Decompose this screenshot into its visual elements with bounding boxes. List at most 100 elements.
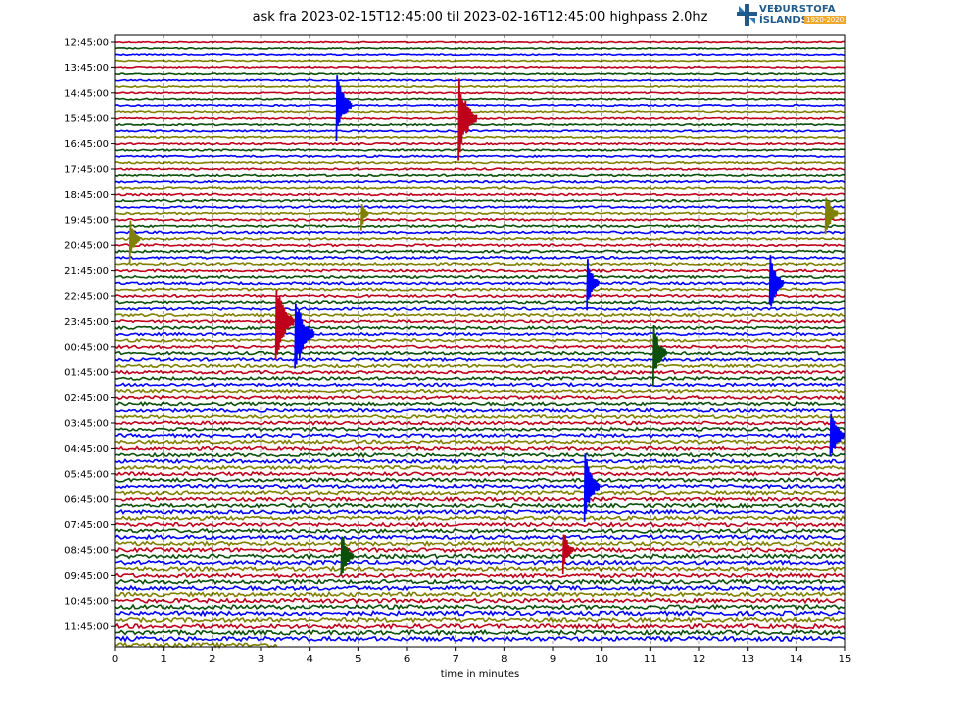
x-tick-label: 0 [112, 654, 118, 665]
trace-23 [114, 186, 846, 191]
trace-30 [114, 230, 846, 235]
trace-25 [114, 198, 846, 203]
trace-76 [114, 521, 846, 528]
trace-70 [114, 483, 846, 490]
trace-17 [114, 148, 846, 152]
y-tick-label: 04:45:00 [64, 444, 109, 455]
trace-68 [114, 470, 846, 477]
y-tick-label: 13:45:00 [64, 63, 109, 74]
event-0 [274, 290, 295, 360]
trace-86 [114, 584, 846, 592]
event-4 [824, 197, 839, 235]
trace-91 [114, 616, 846, 624]
trace-36 [114, 268, 846, 274]
event-13 [359, 204, 369, 231]
y-tick-label: 09:45:00 [64, 571, 109, 582]
trace-64 [114, 445, 846, 452]
trace-81 [114, 553, 846, 560]
y-tick-label: 23:45:00 [64, 317, 109, 328]
trace-44 [114, 318, 846, 324]
trace-24 [114, 192, 846, 197]
trace-51 [114, 363, 846, 369]
event-11 [561, 534, 574, 575]
trace-62 [114, 432, 846, 439]
trace-85 [114, 578, 846, 586]
trace-47 [114, 337, 846, 344]
event-6 [586, 259, 600, 311]
trace-53 [114, 375, 846, 382]
trace-40 [114, 293, 846, 299]
y-tick-label: 11:45:00 [64, 622, 109, 633]
x-tick-label: 7 [452, 654, 458, 665]
y-tick-label: 15:45:00 [64, 114, 109, 125]
trace-42 [114, 306, 846, 311]
trace-32 [114, 242, 846, 248]
trace-80 [114, 546, 846, 554]
trace-90 [114, 609, 846, 618]
trace-63 [114, 439, 846, 446]
y-tick-label: 03:45:00 [64, 419, 109, 430]
event-10 [340, 536, 355, 576]
event-7 [651, 324, 668, 387]
x-tick-label: 2 [209, 654, 215, 665]
y-tick-label: 05:45:00 [64, 469, 109, 480]
trace-13 [114, 122, 846, 127]
trace-35 [114, 261, 846, 267]
x-tick-label: 9 [550, 654, 556, 665]
x-tick-label: 8 [501, 654, 507, 665]
x-tick-label: 11 [644, 654, 657, 665]
trace-31 [114, 236, 846, 242]
trace-58 [114, 407, 846, 414]
y-tick-label: 02:45:00 [64, 393, 109, 404]
trace-8 [114, 91, 846, 95]
trace-1 [114, 46, 846, 50]
trace-41 [114, 299, 846, 305]
y-tick-label: 10:45:00 [64, 596, 109, 607]
event-1 [294, 303, 315, 369]
y-tick-label: 20:45:00 [64, 241, 109, 252]
trace-12 [114, 116, 846, 120]
x-axis: 0 1 2 3 4 5 6 7 8 9 10 11 12 13 14 15 [112, 647, 851, 665]
event-9 [829, 413, 845, 457]
trace-71 [114, 489, 846, 496]
trace-61 [114, 426, 846, 433]
trace-7 [114, 84, 846, 89]
trace-34 [114, 255, 846, 261]
trace-46 [114, 331, 846, 337]
vertical-gridlines [163, 35, 797, 647]
trace-60 [114, 420, 846, 426]
trace-74 [114, 508, 846, 516]
x-tick-label: 1 [160, 654, 166, 665]
event-3 [335, 75, 353, 142]
x-tick-label: 5 [355, 654, 361, 665]
y-tick-label: 01:45:00 [64, 368, 109, 379]
seismic-events [128, 75, 845, 576]
trace-89 [114, 603, 846, 611]
x-tick-label: 3 [258, 654, 264, 665]
trace-4 [114, 65, 846, 69]
trace-75 [114, 514, 846, 522]
trace-87 [114, 590, 846, 598]
trace-48 [114, 344, 846, 350]
trace-69 [114, 477, 846, 484]
trace-19 [114, 160, 846, 165]
y-tick-label: 07:45:00 [64, 520, 109, 531]
trace-59 [114, 413, 846, 420]
y-tick-label: 08:45:00 [64, 546, 109, 557]
x-tick-label: 12 [693, 654, 706, 665]
trace-15 [114, 135, 846, 140]
y-tick-label: 18:45:00 [64, 190, 109, 201]
trace-22 [114, 179, 846, 184]
trace-38 [114, 280, 846, 286]
trace-56 [114, 394, 846, 401]
trace-2 [114, 53, 846, 57]
trace-55 [114, 388, 846, 395]
x-axis-label: time in minutes [441, 669, 520, 680]
x-tick-label: 13 [741, 654, 754, 665]
trace-92 [114, 622, 846, 630]
y-tick-label: 14:45:00 [64, 88, 109, 99]
y-axis-labels: 12:45:00 13:45:00 14:45:00 15:45:00 16:45:00… [64, 38, 115, 633]
trace-67 [114, 464, 846, 471]
trace-10 [114, 103, 846, 108]
